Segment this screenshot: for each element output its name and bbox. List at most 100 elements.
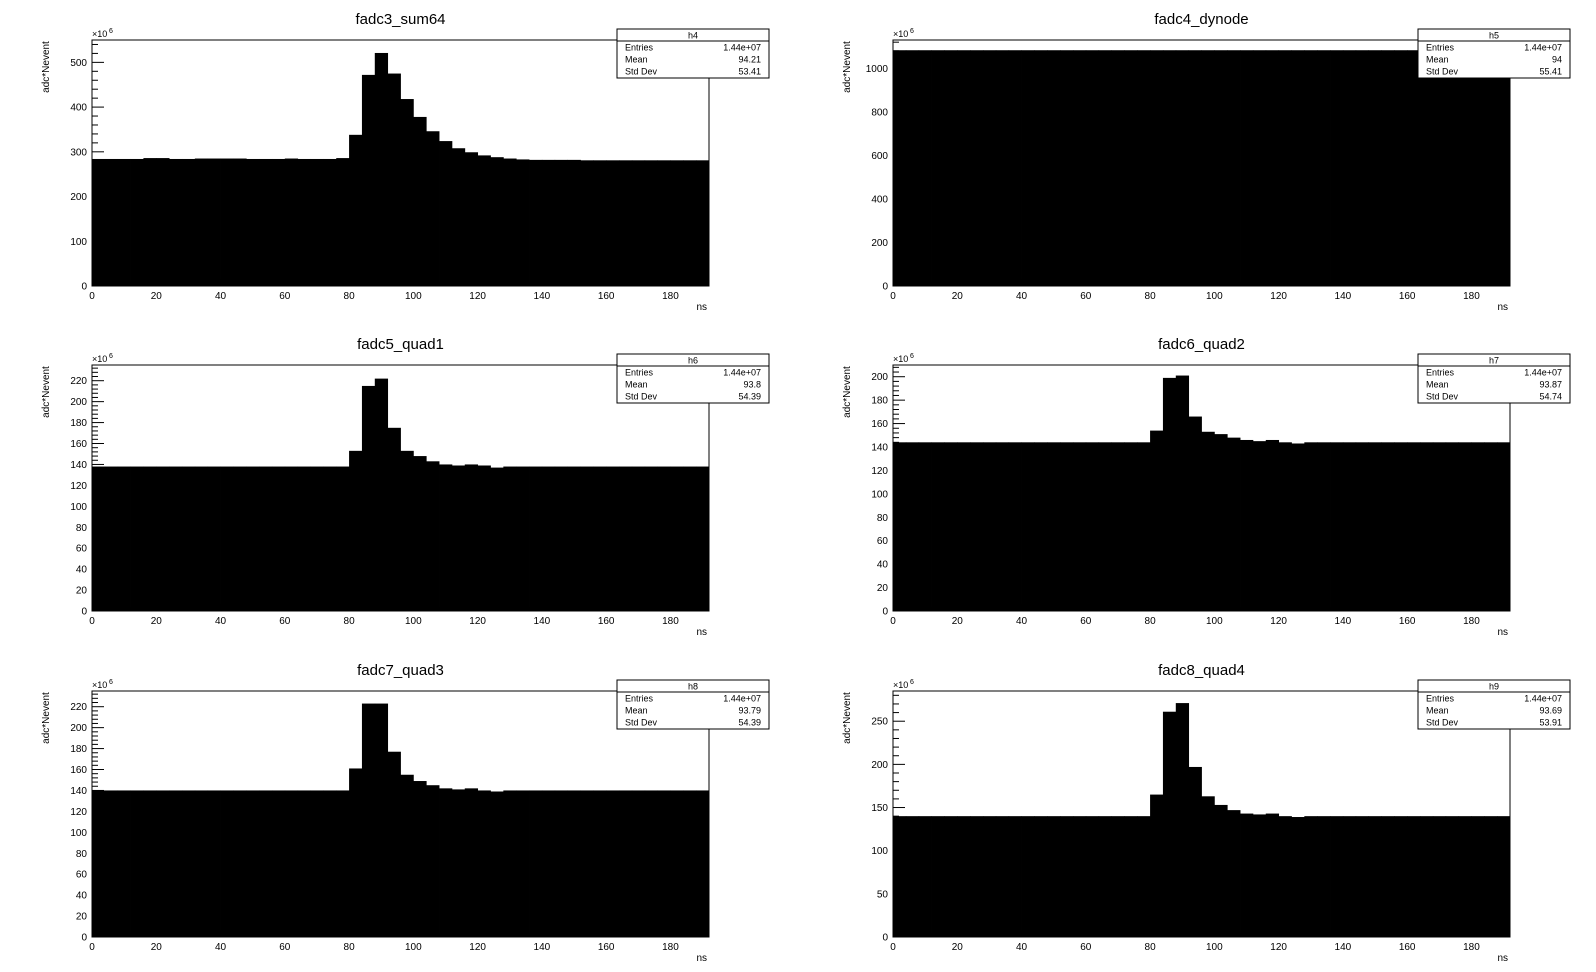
histogram-bin — [1484, 50, 1498, 286]
y-multiplier: ×10 — [893, 680, 908, 690]
histogram-bin — [529, 159, 543, 286]
histogram-bin — [1458, 442, 1472, 611]
y-tick-label: 150 — [871, 803, 888, 814]
histogram-bin — [464, 788, 479, 937]
x-tick-label: 180 — [1463, 616, 1480, 627]
histogram-bin — [104, 158, 119, 286]
histogram-bin — [130, 466, 144, 611]
x-tick-label: 100 — [405, 616, 422, 627]
histogram-bin — [1317, 442, 1331, 611]
stats-box-frame — [1417, 353, 1571, 404]
x-tick-label: 20 — [952, 942, 964, 953]
stats-box: h6 Entries 1.44e+07 Mean 93.8 Std Dev 54.39 — [616, 353, 770, 404]
histogram-bin — [323, 790, 337, 937]
histogram-bin — [696, 160, 710, 286]
stats-box-frame — [616, 353, 770, 404]
y-multiplier-exponent: 6 — [109, 353, 113, 360]
histogram-bin — [1085, 442, 1100, 611]
y-tick-label: 250 — [871, 717, 888, 728]
y-tick-label: 100 — [871, 846, 888, 857]
histogram-bin — [1342, 816, 1357, 937]
histogram-bin — [516, 790, 530, 937]
histogram-bin — [905, 442, 920, 611]
y-tick-label: 400 — [70, 103, 87, 114]
y-axis-label: adc*Nevent — [842, 366, 853, 418]
histogram-bin — [1072, 816, 1087, 937]
histogram-bin — [464, 152, 479, 286]
histogram-bin — [1085, 50, 1100, 286]
histogram-bin — [439, 788, 453, 937]
stats-row-value: 1.44e+07 — [723, 694, 761, 704]
histogram-bin — [1445, 816, 1459, 937]
histogram-bin — [1252, 50, 1267, 286]
stats-row-value: 55.41 — [1539, 67, 1562, 77]
stats-row-label: Entries — [625, 368, 654, 378]
x-tick-label: 80 — [1145, 616, 1157, 627]
y-tick-label: 60 — [877, 536, 889, 547]
y-tick-label: 200 — [70, 723, 87, 734]
chart-panel-1: fadc3_sum64 0 20 40 60 80 100 120 140 160 180 ns 0 10… — [41, 11, 770, 313]
histogram-bin — [683, 160, 697, 286]
chart-title: fadc3_sum64 — [355, 11, 445, 28]
histogram-bin — [696, 790, 710, 937]
histogram-bin — [361, 385, 376, 611]
y-tick-label: 120 — [70, 807, 87, 818]
y-tick-label: 1000 — [866, 64, 889, 75]
y-tick-label: 0 — [882, 933, 888, 944]
stats-row-label: Mean — [1426, 380, 1449, 390]
histogram-bin — [181, 790, 196, 937]
histogram-bin — [194, 790, 209, 937]
y-tick-label: 50 — [877, 889, 889, 900]
stats-row-value: 53.41 — [738, 67, 761, 77]
histogram-bin — [1124, 442, 1138, 611]
x-tick-label: 140 — [534, 942, 551, 953]
histogram-bin — [156, 466, 170, 611]
histogram-bin — [310, 466, 324, 611]
x-tick-label: 80 — [1145, 942, 1157, 953]
x-tick-label: 0 — [89, 616, 95, 627]
x-tick-label: 100 — [1206, 291, 1223, 302]
histogram-bin — [156, 158, 170, 286]
histogram-bin — [490, 157, 504, 286]
histogram-bin — [1137, 442, 1151, 611]
histogram-bin — [957, 50, 971, 286]
x-tick-label: 60 — [1080, 616, 1092, 627]
x-tick-label: 0 — [89, 291, 95, 302]
histogram-bin — [631, 160, 646, 286]
histogram-bin — [233, 790, 247, 937]
x-tick-label: 20 — [151, 942, 163, 953]
x-tick-label: 140 — [534, 291, 551, 302]
histogram-bin — [426, 131, 440, 286]
histogram-bin — [970, 442, 984, 611]
histogram-bin — [336, 158, 350, 286]
histogram-bin — [1420, 442, 1434, 611]
histogram-bin — [297, 466, 311, 611]
histogram-bin — [336, 466, 350, 611]
histogram-bin — [451, 465, 466, 611]
histogram-bin — [1407, 442, 1421, 611]
histogram-bin — [995, 50, 1010, 286]
histogram-bin — [1458, 816, 1472, 937]
histogram-bin — [1150, 794, 1164, 937]
histogram-bin — [631, 466, 646, 611]
histogram-bin — [931, 816, 945, 937]
histogram-bin — [1252, 814, 1267, 937]
histogram-bin — [400, 99, 414, 286]
histogram-bin — [1162, 377, 1177, 611]
histogram-bin — [1060, 442, 1074, 611]
histogram-bin — [1188, 766, 1202, 937]
y-multiplier-exponent: 6 — [109, 28, 113, 35]
chart-title: fadc8_quad4 — [1158, 662, 1245, 679]
x-tick-label: 0 — [89, 942, 95, 953]
x-tick-label: 20 — [151, 291, 163, 302]
y-tick-label: 140 — [70, 460, 87, 471]
chart-title: fadc7_quad3 — [357, 662, 444, 679]
histogram-bin — [194, 158, 209, 286]
x-tick-label: 120 — [1270, 942, 1287, 953]
histogram-bin — [670, 790, 684, 937]
x-tick-label: 40 — [215, 616, 227, 627]
stats-row-label: Entries — [1426, 43, 1455, 53]
histogram-bin — [1072, 442, 1087, 611]
x-tick-label: 140 — [1335, 942, 1352, 953]
